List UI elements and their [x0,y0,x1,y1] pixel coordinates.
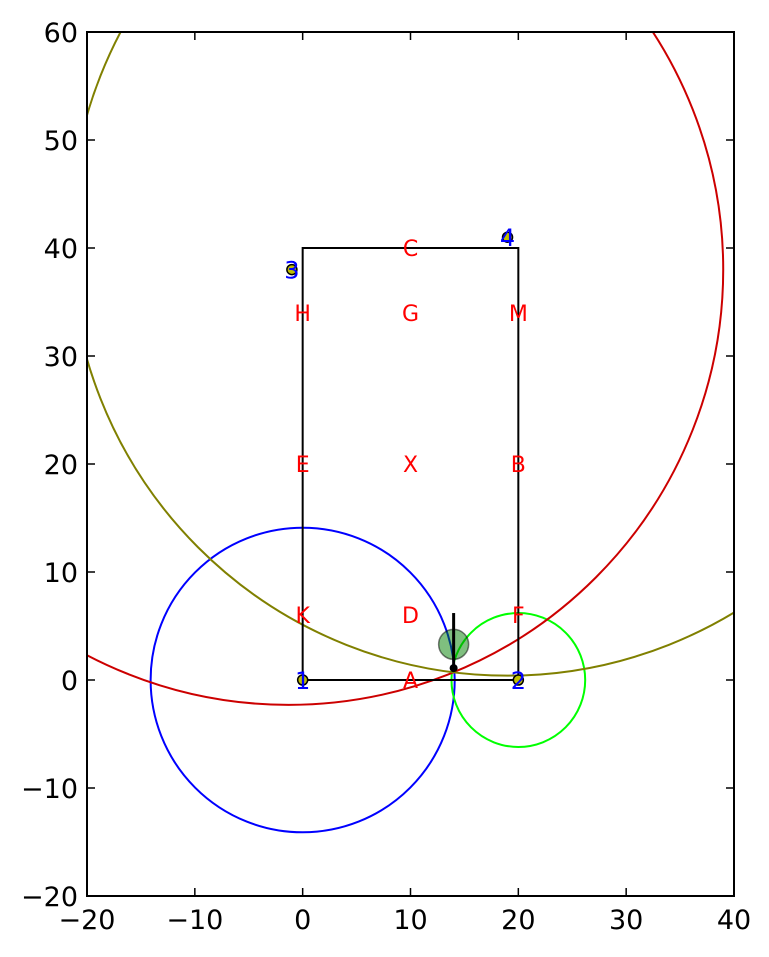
x-tick-label: −20 [59,905,116,936]
plot-area: A B C D E F G H K M X 1 2 3 4 [87,32,734,834]
beacon-point-4 [501,231,514,243]
robot-position [449,664,458,673]
y-tick-label: −10 [21,774,78,805]
beacon-point-3 [286,263,298,276]
beacon-point-1 [296,674,309,686]
marker-letter-A: A [403,669,418,694]
x-tick-label: 20 [501,905,535,936]
range-circle-3 [87,32,725,706]
range-circle-4 [87,32,734,677]
x-tick-label: 10 [393,905,427,936]
x-tick-label: 30 [609,905,643,936]
y-tick-label: 40 [44,234,78,265]
x-tick-label: 0 [294,905,311,936]
x-tick-label: 40 [717,905,751,936]
beacon-label-4: 4 [500,224,515,252]
marker-letter-X: X [403,453,418,478]
marker-letter-F: F [512,604,525,629]
x-tick-label: −10 [166,905,223,936]
beacon-label-1: 1 [295,667,310,695]
marker-letter-K: K [295,604,310,629]
arena-boundary [301,247,520,681]
y-tick-label: 0 [61,666,78,697]
beacon-label-2: 2 [511,667,526,695]
y-tick-label: −20 [21,882,78,913]
y-tick-label: 10 [44,558,78,589]
y-tick-label: 60 [44,18,78,49]
y-tick-label: 20 [44,450,78,481]
marker-letter-B: B [511,453,526,478]
y-tick-label: 50 [44,126,78,157]
marker-letter-M: M [509,302,528,327]
marker-letter-E: E [296,453,310,478]
marker-letter-D: D [402,604,419,629]
beacon-label-3: 3 [284,257,299,285]
y-tick-label: 30 [44,342,78,373]
marker-letter-C: C [403,237,418,262]
marker-letter-H: H [294,302,311,327]
beacon-point-2 [512,674,525,686]
tick-layer: −20 −10 0 10 20 30 40 −20 −10 0 10 20 30 40 50 60 [21,18,751,936]
marker-letter-G: G [402,302,419,327]
